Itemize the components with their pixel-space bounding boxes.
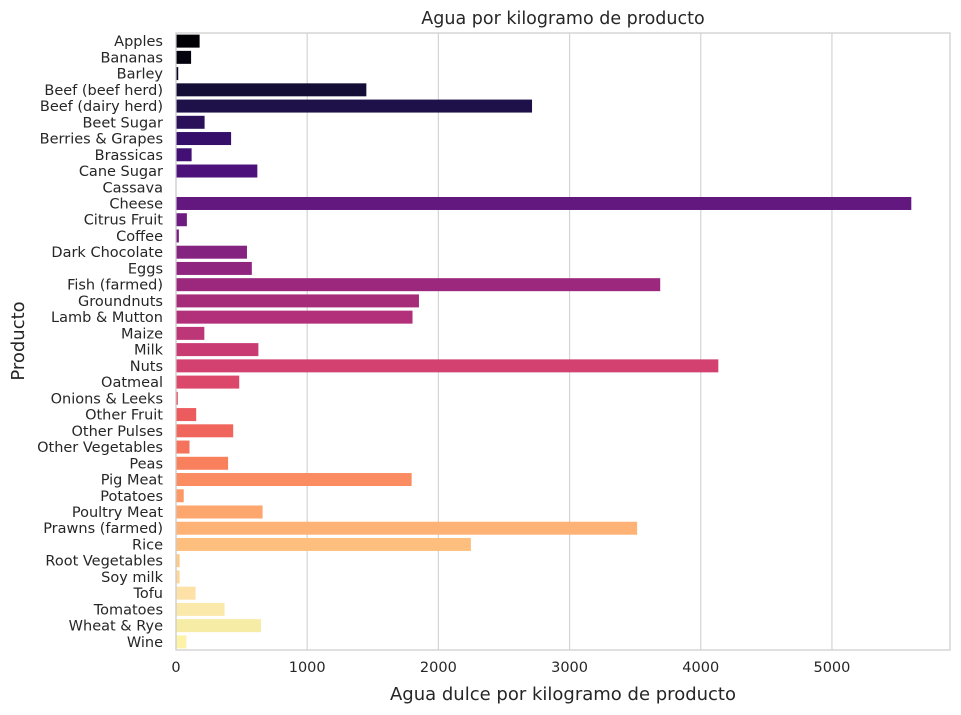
bar xyxy=(176,261,252,275)
bar xyxy=(176,343,259,357)
bar xyxy=(176,570,180,584)
y-tick-label: Other Pulses xyxy=(71,424,163,440)
bar xyxy=(176,537,471,551)
y-tick-label: Wheat & Rye xyxy=(69,619,163,635)
y-tick-label: Other Fruit xyxy=(85,408,163,424)
bar xyxy=(176,505,263,519)
y-tick-label: Prawns (farmed) xyxy=(43,521,163,537)
bar xyxy=(176,391,178,405)
y-tick-label: Barley xyxy=(117,67,164,83)
bar xyxy=(176,67,179,81)
y-tick-label: Beef (dairy herd) xyxy=(40,99,163,115)
y-tick-label: Citrus Fruit xyxy=(84,213,164,229)
y-tick-label: Beef (beef herd) xyxy=(44,83,163,99)
y-tick-label: Berries & Grapes xyxy=(40,132,163,148)
y-tick-label: Coffee xyxy=(116,229,163,245)
y-tick-label: Cane Sugar xyxy=(79,164,163,180)
y-tick-label: Tofu xyxy=(132,586,163,602)
y-tick-label: Rice xyxy=(132,537,163,553)
bar xyxy=(176,375,240,389)
y-tick-label: Fish (farmed) xyxy=(67,278,163,294)
y-tick-label: Eggs xyxy=(128,261,163,277)
y-tick-label: Groundnuts xyxy=(78,294,163,310)
bar xyxy=(176,245,247,259)
bar xyxy=(176,278,661,292)
y-tick-label: Nuts xyxy=(130,359,163,375)
y-tick-label: Tomatoes xyxy=(93,602,163,618)
y-tick-label: Bananas xyxy=(100,50,163,66)
plot-frame xyxy=(175,32,951,651)
y-tick-label: Oatmeal xyxy=(101,375,163,391)
bar xyxy=(176,456,229,470)
bar xyxy=(176,326,205,340)
x-axis-title: Agua dulce por kilogramo de producto xyxy=(390,684,736,705)
y-tick-label: Lamb & Mutton xyxy=(51,310,163,326)
bar xyxy=(176,586,196,600)
y-tick-label: Root Vegetables xyxy=(45,554,163,570)
bar xyxy=(176,489,184,503)
y-tick-label: Cassava xyxy=(103,180,163,196)
y-axis-title: Producto xyxy=(8,301,29,380)
bar xyxy=(176,359,719,373)
bar xyxy=(176,50,192,64)
bar xyxy=(176,164,258,178)
bar xyxy=(176,229,179,243)
bar xyxy=(176,83,367,97)
y-tick-label: Beet Sugar xyxy=(82,115,163,131)
y-tick-label: Apples xyxy=(114,34,163,50)
y-tick-label: Maize xyxy=(121,326,163,342)
bar xyxy=(176,635,187,649)
x-tick-label: 1000 xyxy=(289,660,326,676)
x-tick-label: 0 xyxy=(171,660,180,676)
bar xyxy=(176,99,533,113)
bar xyxy=(176,310,413,324)
x-tick-label: 5000 xyxy=(813,660,850,676)
y-tick-label: Potatoes xyxy=(100,489,163,505)
bar xyxy=(176,213,187,227)
y-tick-label: Pig Meat xyxy=(101,473,164,489)
bar xyxy=(176,602,225,616)
bar xyxy=(176,148,192,162)
x-tick-label: 3000 xyxy=(551,660,588,676)
bar xyxy=(176,34,200,48)
bar xyxy=(176,424,234,438)
y-tick-label: Cheese xyxy=(109,196,163,212)
bar xyxy=(176,521,638,535)
y-tick-label: Peas xyxy=(129,456,163,472)
x-tick-labels: 0 1000 2000 3000 4000 5000 xyxy=(171,660,850,676)
bar xyxy=(176,473,412,487)
y-tick-label: Wine xyxy=(127,635,163,651)
x-tick-label: 4000 xyxy=(682,660,719,676)
gridlines xyxy=(175,33,833,650)
bar xyxy=(176,554,180,568)
y-tick-label: Milk xyxy=(134,343,164,359)
y-tick-label: Other Vegetables xyxy=(37,440,163,456)
bar xyxy=(176,294,419,308)
x-tick-label: 2000 xyxy=(420,660,457,676)
bars xyxy=(176,34,912,649)
y-tick-label: Dark Chocolate xyxy=(51,245,163,261)
bar xyxy=(176,132,232,146)
y-tick-label: Onions & Leeks xyxy=(51,391,163,407)
y-tick-label: Poultry Meat xyxy=(72,505,163,521)
chart-title: Agua por kilogramo de producto xyxy=(421,9,704,29)
bar xyxy=(176,440,190,454)
y-tick-label: Brassicas xyxy=(95,148,163,164)
bar xyxy=(176,408,197,422)
bar xyxy=(176,619,262,633)
bar xyxy=(176,196,912,210)
bar xyxy=(176,115,205,129)
y-tick-label: Soy milk xyxy=(101,570,163,586)
